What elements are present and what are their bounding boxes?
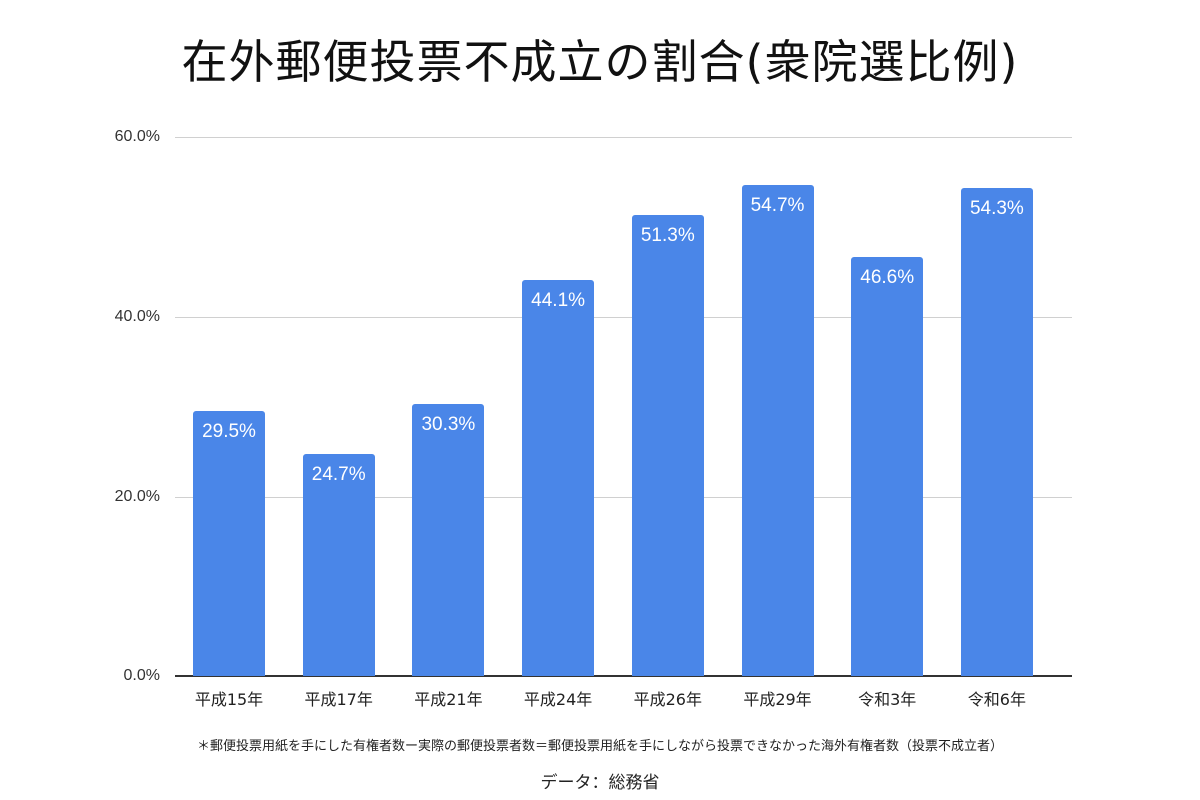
y-tick-40: 40.0% xyxy=(114,308,160,325)
y-tick-60: 60.0% xyxy=(114,128,160,145)
bar-value-label: 54.3% xyxy=(969,198,1024,220)
x-tick-label: 平成29年 xyxy=(743,690,812,709)
x-tick-label: 平成26年 xyxy=(633,690,702,709)
bar-value-label: 54.7% xyxy=(750,194,805,216)
data-source: データ：総務省 xyxy=(540,773,660,793)
x-tick-label: 令和6年 xyxy=(967,690,1026,709)
bar: 51.3% xyxy=(631,215,704,676)
x-tick-label: 平成21年 xyxy=(414,690,483,709)
x-axis-line xyxy=(175,675,1072,677)
bar: 30.3% xyxy=(412,403,485,676)
bar: 54.3% xyxy=(960,188,1033,676)
bar: 29.5% xyxy=(193,411,265,676)
chart-title: 在外郵便投票不成立の割合(衆院選比例) xyxy=(181,35,1019,89)
bar-value-label: 24.7% xyxy=(311,464,366,486)
x-tick-label: 平成24年 xyxy=(523,690,593,709)
gridline-60 xyxy=(175,137,1072,138)
gridline-40 xyxy=(175,317,1072,318)
y-tick-0: 0.0% xyxy=(123,667,160,684)
bar-value-label: 30.3% xyxy=(421,413,476,435)
footnote: ＊郵便投票用紙を手にした有権者数ー実際の郵便投票者数＝郵便投票用紙を手にしながら… xyxy=(196,739,1003,754)
gridline-20 xyxy=(175,497,1072,498)
x-tick-label: 平成15年 xyxy=(194,690,264,709)
bar: 44.1% xyxy=(522,279,595,676)
bar: 46.6% xyxy=(851,257,924,676)
x-tick-label: 令和3年 xyxy=(858,690,917,709)
bar-value-label: 46.6% xyxy=(860,267,915,289)
bar: 24.7% xyxy=(302,454,375,676)
bar-value-label: 44.1% xyxy=(531,289,586,311)
bar-value-label: 51.3% xyxy=(640,225,695,247)
bar: 54.7% xyxy=(741,184,814,676)
plot-area: 29.5% 24.7% 30.3% 44.1% 51.3% 54.7% 46.6% 54.3% xyxy=(175,137,1072,677)
bar-value-label: 29.5% xyxy=(202,421,256,442)
y-tick-20: 20.0% xyxy=(114,488,160,505)
x-tick-label: 平成17年 xyxy=(304,690,373,709)
